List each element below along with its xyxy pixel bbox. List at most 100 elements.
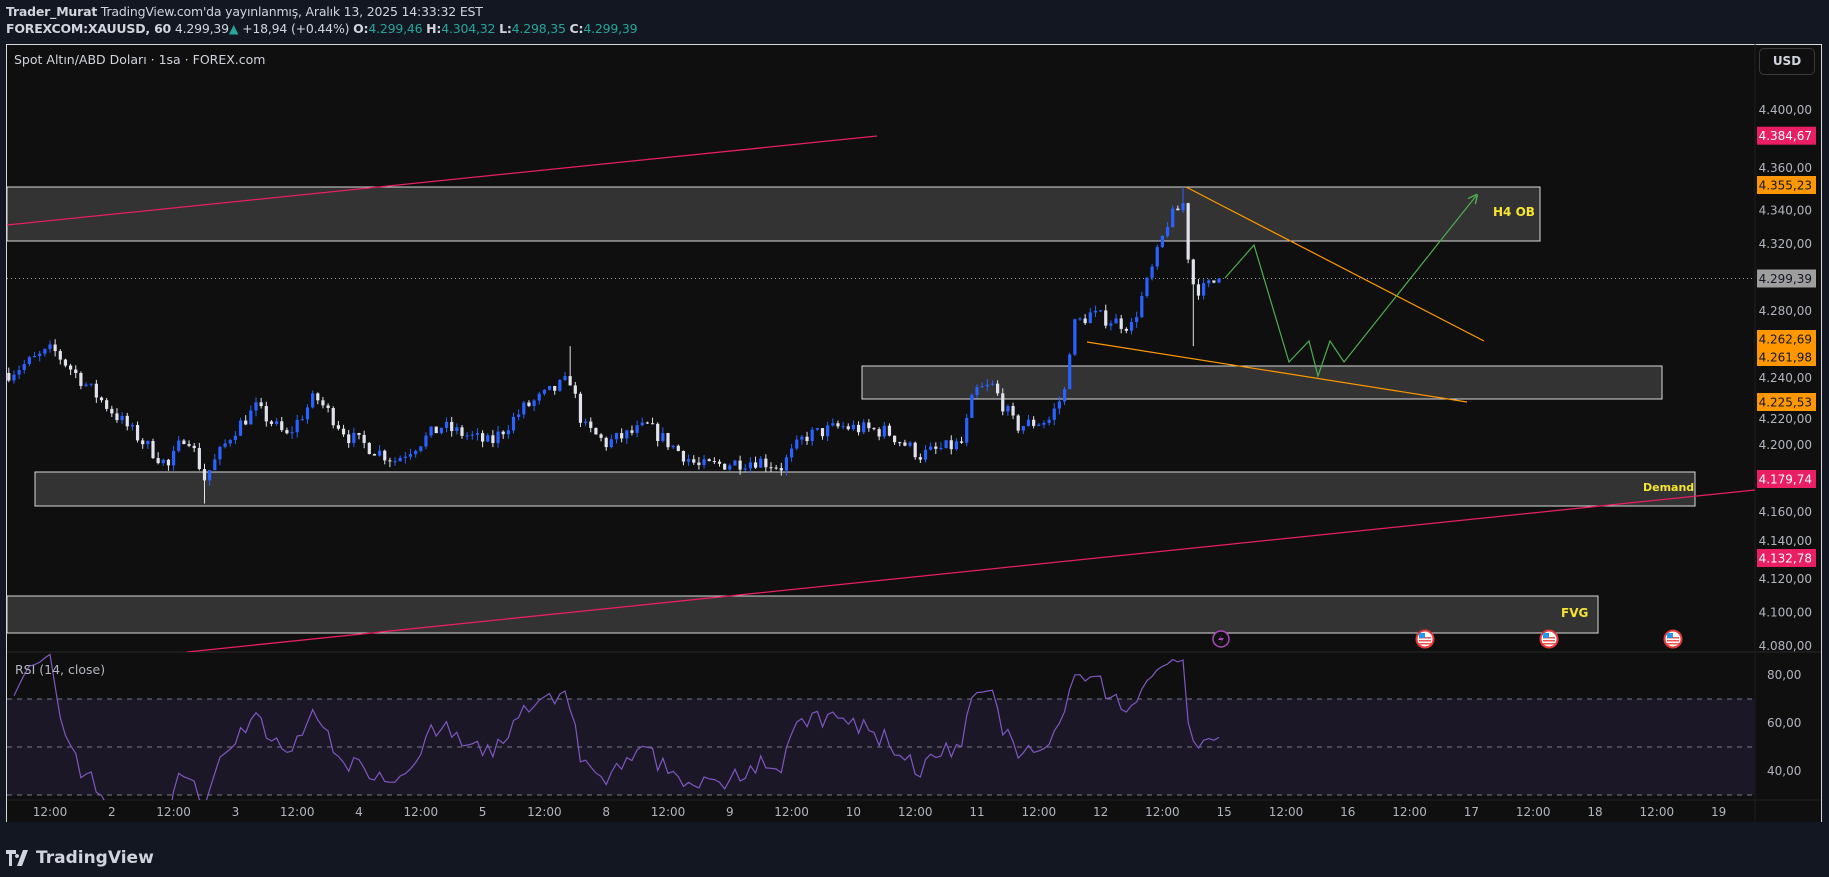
candle-body: [249, 410, 253, 425]
us-flag-icon[interactable]: [1663, 629, 1683, 649]
price-tick-label: 4.340,00: [1759, 204, 1812, 218]
fvg-zone[interactable]: [7, 595, 1599, 634]
time-tick-label: 12:00: [1269, 805, 1304, 819]
price-tick-label: 4.200,00: [1759, 438, 1812, 452]
candle-body: [269, 421, 274, 424]
candle-body: [141, 440, 145, 445]
tradingview-logo[interactable]: TradingView: [6, 848, 154, 868]
rsi-indicator-label[interactable]: RSI (14, close): [15, 662, 106, 677]
candle-body: [584, 421, 588, 423]
candle-body: [238, 420, 243, 436]
candle-body: [403, 456, 407, 458]
candle-body: [795, 439, 799, 449]
candle-body: [192, 445, 196, 449]
candle-body: [723, 463, 727, 470]
candle-body: [753, 462, 758, 468]
candle-body: [259, 402, 263, 407]
candle-body: [1021, 426, 1025, 431]
upper-trendline[interactable]: [7, 135, 878, 226]
candle-body: [17, 370, 21, 375]
price-badge-text: 4.132,78: [1759, 552, 1812, 566]
close-label: C:: [569, 21, 584, 36]
time-tick-label: 12:00: [1640, 805, 1675, 819]
candle-body: [1083, 318, 1087, 324]
candle-body: [666, 433, 670, 448]
event-markers: [1212, 629, 1683, 649]
candle-body: [336, 425, 340, 429]
candle-body: [872, 428, 876, 430]
us-flag-icon[interactable]: [1415, 629, 1435, 649]
chart-legend[interactable]: Spot Altın/ABD Doları · 1sa · FOREX.com: [14, 52, 266, 67]
candle-body: [486, 435, 490, 442]
candle-body: [429, 426, 433, 436]
candle-body: [1093, 310, 1098, 313]
candle-body: [625, 430, 629, 439]
candle-body: [84, 384, 88, 386]
price-tick-label: 4.320,00: [1759, 237, 1812, 251]
candle-body: [1062, 389, 1067, 402]
candle-body: [589, 421, 593, 428]
price-tick-label: 4.360,00: [1759, 161, 1812, 175]
candle-body: [7, 372, 11, 381]
us-flag-icon[interactable]: [1539, 629, 1559, 649]
candle-body: [1181, 203, 1185, 211]
open-value: 4.299,46: [368, 21, 423, 36]
candle-body: [877, 429, 881, 437]
author-name[interactable]: Trader_Murat: [6, 4, 98, 19]
low-label: L:: [499, 21, 512, 36]
demand-zone[interactable]: [34, 471, 1696, 507]
candle-body: [1176, 208, 1180, 211]
time-tick-label: 12:00: [280, 805, 315, 819]
candle-body: [1145, 277, 1149, 297]
candle-body: [532, 400, 536, 406]
time-tick-label: 12:00: [1022, 805, 1057, 819]
candle-body: [202, 469, 207, 481]
wedge-lower-line[interactable]: [1086, 341, 1468, 403]
chart-frame[interactable]: [6, 44, 1822, 822]
wedge-upper-line[interactable]: [1185, 186, 1485, 342]
h4-ob-zone[interactable]: [7, 186, 1541, 242]
time-tick-label: 12:00: [33, 805, 68, 819]
candle-body: [388, 460, 392, 462]
candle-body: [542, 389, 546, 394]
time-tick-label: 16: [1340, 805, 1355, 819]
candle-body: [1160, 235, 1164, 248]
candle-body: [671, 445, 675, 448]
candle-body: [996, 383, 1000, 394]
lightning-icon[interactable]: [1212, 630, 1230, 648]
candle-body: [74, 369, 78, 374]
candle-body: [331, 408, 335, 426]
candle-body: [228, 440, 232, 444]
candle-body: [640, 422, 644, 426]
publish-info: Trader_Murat TradingView.com'da yayınlan…: [6, 4, 483, 19]
candle-body: [887, 425, 892, 436]
candle-body: [491, 435, 495, 443]
time-tick-label: 19: [1711, 805, 1726, 819]
candle-body: [419, 446, 423, 451]
candle-body: [949, 440, 953, 450]
candle-body: [156, 458, 160, 464]
candle-body: [182, 440, 186, 445]
candle-body: [1140, 296, 1144, 318]
candle-body: [1212, 280, 1216, 283]
candle-body: [372, 454, 377, 456]
candle-body: [1109, 323, 1113, 326]
candle-body: [517, 414, 521, 417]
candle-body: [661, 433, 665, 441]
candle-body: [594, 427, 598, 435]
candle-body: [53, 344, 57, 352]
price-badge-text: 4.355,23: [1759, 179, 1812, 193]
time-axis[interactable]: 12:00 2 12:00 3 12:00 4 12:00 5 12:00 8 12:00 9 12:0…: [33, 805, 1727, 819]
candle-body: [831, 423, 835, 426]
order-block-zone[interactable]: [861, 365, 1663, 400]
candle-body: [1099, 310, 1103, 312]
candle-body: [609, 439, 613, 448]
currency-button[interactable]: USD: [1759, 48, 1815, 75]
price-axis[interactable]: 4.400,00 4.360,00 4.340,00 4.320,00 4.280,00…: [1759, 103, 1812, 653]
projection-path[interactable]: [1224, 196, 1476, 379]
candle-body: [63, 359, 68, 366]
lower-trendline[interactable]: [186, 489, 1755, 652]
candle-body: [805, 436, 809, 441]
candle-body: [676, 445, 680, 451]
